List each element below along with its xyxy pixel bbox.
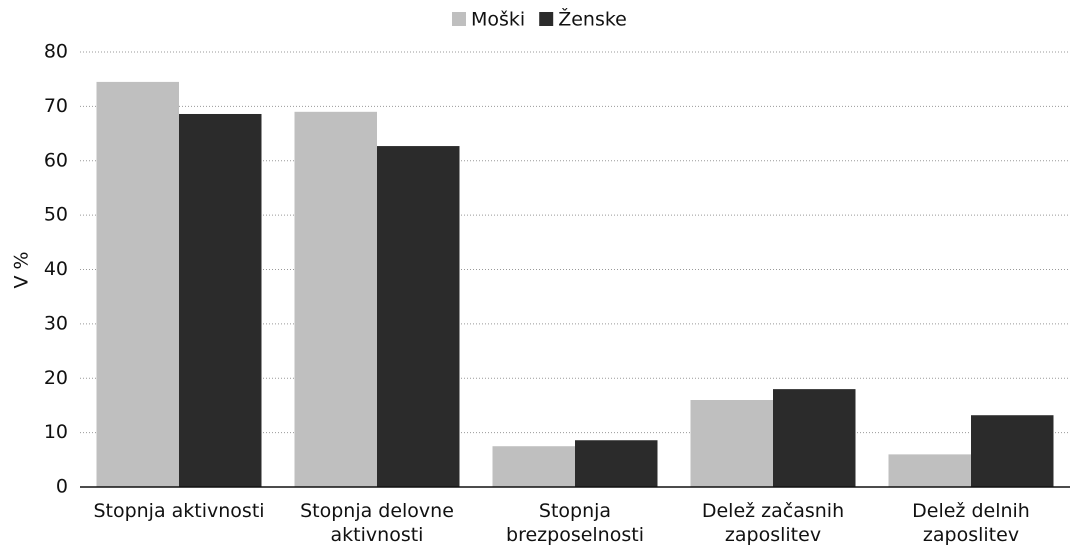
- y-tick-label: 60: [44, 149, 68, 171]
- bar: [294, 111, 377, 487]
- bar: [492, 446, 575, 487]
- bar: [971, 415, 1054, 487]
- bar: [888, 454, 971, 487]
- x-tick-label: Stopnja aktivnosti: [93, 500, 265, 522]
- bar: [773, 389, 856, 487]
- y-tick-label: 80: [44, 41, 68, 63]
- legend-swatch: [452, 12, 466, 26]
- bar: [377, 146, 460, 487]
- y-tick-label: 40: [44, 258, 68, 280]
- y-tick-label: 10: [44, 421, 68, 443]
- x-tick-label: Stopnja delovne aktivnosti: [300, 500, 454, 546]
- x-tick-label: Delež začasnih zaposlitev: [701, 500, 845, 546]
- bar: [179, 113, 262, 488]
- bar: [575, 440, 658, 487]
- x-tick-label: Delež delnih zaposlitev: [912, 500, 1030, 546]
- x-tick-label: Stopnja brezposelnosti: [506, 500, 644, 546]
- bar: [96, 81, 179, 487]
- y-tick-label: 0: [56, 476, 68, 498]
- y-axis-label: V %: [11, 251, 33, 288]
- legend-label: Ženske: [558, 8, 627, 31]
- legend-swatch: [539, 12, 554, 26]
- y-tick-label: 30: [44, 312, 68, 334]
- y-tick-label: 20: [44, 367, 68, 389]
- y-tick-label: 70: [44, 95, 68, 117]
- bar: [690, 400, 773, 487]
- y-tick-label: 50: [44, 204, 68, 226]
- legend-label: Moški: [471, 9, 525, 31]
